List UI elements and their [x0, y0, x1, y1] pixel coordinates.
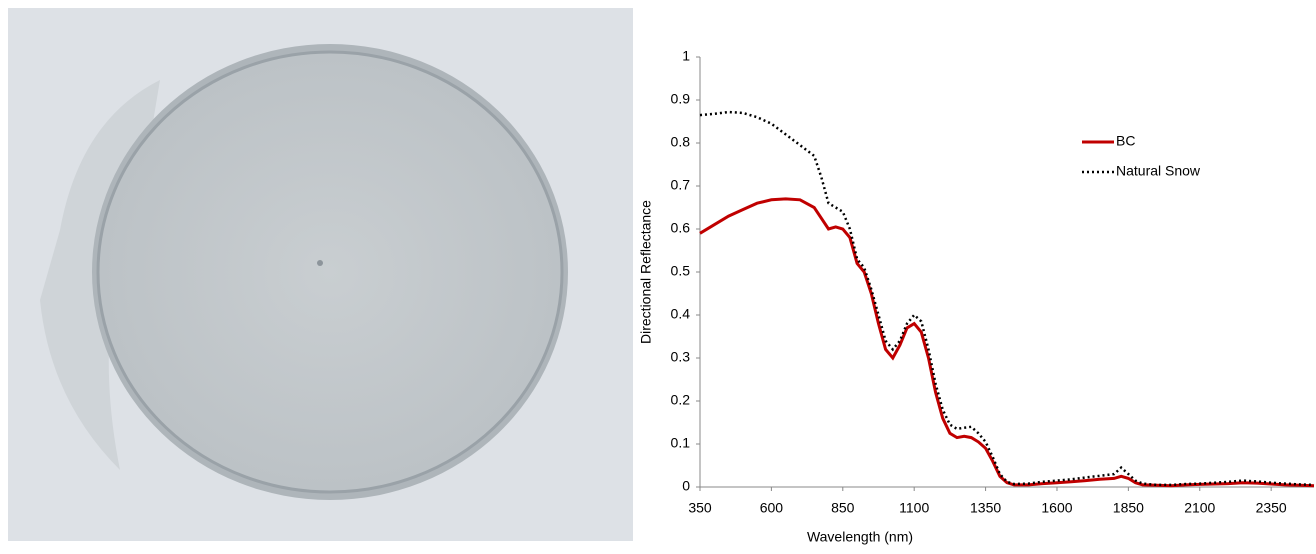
- y-axis-title: Directional Reflectance: [638, 200, 654, 344]
- series-line: [699, 110, 1315, 487]
- y-tick-label: 0.1: [671, 435, 691, 451]
- x-axis-title: Wavelength (nm): [807, 529, 913, 545]
- y-tick-label: 0.2: [671, 392, 691, 408]
- snow-photo: [8, 8, 633, 541]
- x-tick-label: 850: [831, 500, 855, 516]
- y-tick-label: 0.3: [671, 349, 691, 365]
- y-tick-label: 0.4: [671, 306, 691, 322]
- y-tick-label: 0.9: [671, 91, 691, 107]
- x-tick-label: 1850: [1113, 500, 1144, 516]
- legend-label: Natural Snow: [1116, 163, 1201, 179]
- legend-label: BC: [1116, 133, 1135, 149]
- x-tick-label: 2100: [1184, 500, 1215, 516]
- y-tick-label: 0.5: [671, 263, 691, 279]
- x-tick-label: 600: [760, 500, 784, 516]
- x-tick-label: 350: [688, 500, 712, 516]
- series-line: [699, 197, 1315, 488]
- x-tick-label: 1600: [1041, 500, 1072, 516]
- x-tick-label: 2350: [1256, 500, 1287, 516]
- y-tick-label: 1: [682, 48, 690, 64]
- x-tick-label: 1350: [970, 500, 1001, 516]
- y-tick-label: 0.7: [671, 177, 691, 193]
- y-tick-label: 0: [682, 478, 690, 494]
- x-tick-label: 1100: [899, 500, 929, 516]
- y-tick-label: 0.6: [671, 220, 691, 236]
- y-tick-label: 0.8: [671, 134, 691, 150]
